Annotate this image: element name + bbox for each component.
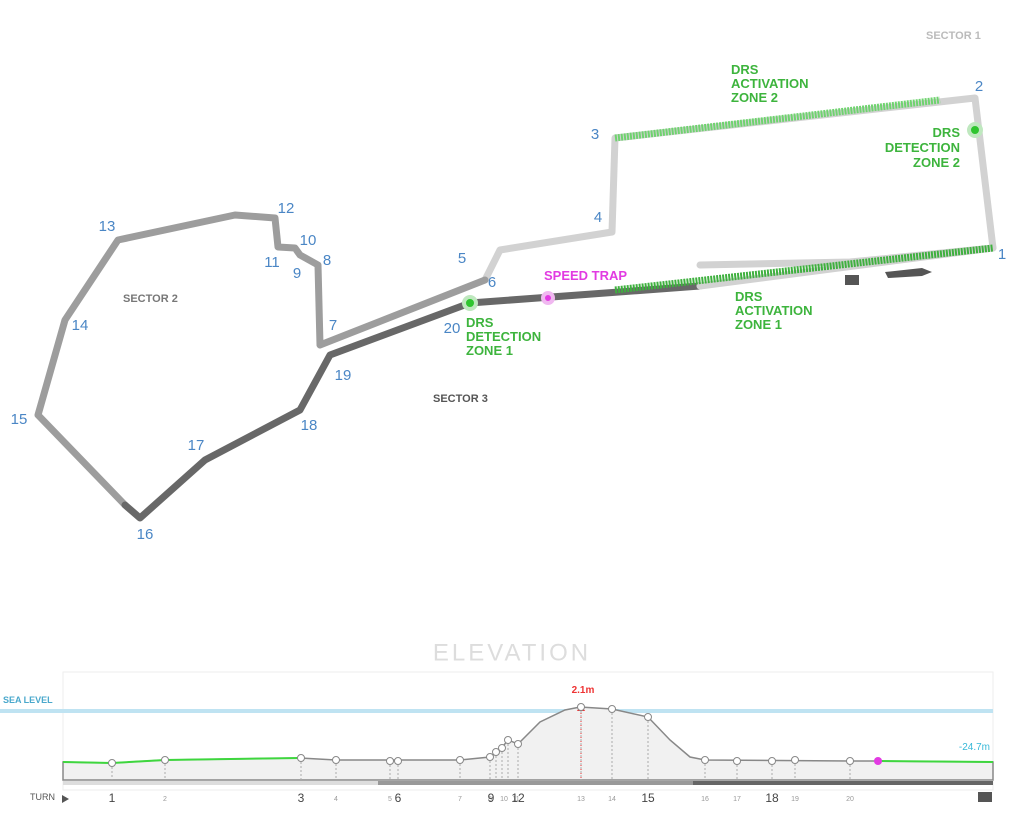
turn-point: [386, 757, 394, 765]
turn-axis-number: 1: [109, 791, 116, 805]
turn-number: 10: [300, 232, 317, 249]
min-label: -24.7m: [959, 742, 990, 753]
turn-point: [332, 756, 340, 764]
sector-bar: [63, 781, 378, 785]
turn-point: [394, 757, 402, 765]
drs-detection-point: [967, 122, 983, 138]
turn-axis-number: 4: [334, 796, 338, 803]
turn-point: [791, 756, 799, 764]
finish-flag: [978, 792, 992, 802]
turn-axis-number: 16: [701, 796, 709, 803]
turn-number: 6: [488, 274, 496, 291]
turn-point: [456, 756, 464, 764]
turn-number: 20: [444, 320, 461, 337]
turn-axis-number: 9: [488, 791, 495, 805]
turn-axis-number: 11: [512, 796, 519, 803]
turn-axis-number: 3: [298, 791, 305, 805]
turn-axis-number: 12: [511, 791, 525, 805]
drs-elevation: [62, 757, 301, 765]
turn-point: [733, 757, 741, 765]
drs-zone-1: [614, 244, 994, 294]
turn-number: 19: [335, 367, 352, 384]
turn-axis-number: 2: [163, 796, 167, 803]
speed-trap-label: SPEED TRAP: [544, 268, 627, 283]
drs-label: DRS DETECTION ZONE 2: [885, 125, 960, 170]
turn-number: 4: [594, 209, 602, 226]
turn-point: [577, 703, 585, 711]
turn-axis-number: 17: [733, 796, 741, 803]
car-icon: [885, 268, 932, 278]
drs-label: DRS ACTIVATION ZONE 2: [731, 62, 809, 105]
drs-label: DRS ACTIVATION ZONE 1: [735, 289, 813, 332]
speed-trap-point: [874, 757, 882, 765]
turn-point: [108, 759, 116, 767]
arrow: [62, 795, 69, 803]
turn-point: [498, 744, 506, 752]
turn-point: [514, 740, 522, 748]
turn-number: 9: [293, 265, 301, 282]
turn-number: 16: [137, 526, 154, 543]
finish-flag: [845, 275, 859, 285]
track-sector-3: [121, 282, 704, 522]
turn-point: [161, 756, 169, 764]
turn-point: [644, 713, 652, 721]
sector-bar: [693, 781, 993, 785]
turn-point: [492, 748, 500, 756]
turn-point: [504, 736, 512, 744]
turn-axis-number: 13: [577, 796, 585, 803]
sector-label: SECTOR 2: [123, 293, 178, 305]
turn-axis-number: 18: [765, 791, 779, 805]
turn-axis-number: 14: [608, 796, 616, 803]
drs-detection-point: [462, 295, 478, 311]
turn-number: 2: [975, 78, 983, 95]
turn-point: [768, 757, 776, 765]
speed-trap-point: [541, 291, 555, 305]
turn-number: 3: [591, 126, 599, 143]
turn-point: [608, 705, 616, 713]
turn-number: 15: [11, 411, 28, 428]
turn-number: 17: [188, 437, 205, 454]
turn-axis-number: 20: [846, 796, 854, 803]
sector-bar: [378, 781, 693, 785]
elevation-title: ELEVATION: [433, 639, 591, 666]
turn-axis-label: TURN: [30, 792, 55, 802]
turn-number: 11: [264, 254, 280, 271]
drs-label: DRS DETECTION ZONE 1: [466, 315, 541, 358]
turn-point: [846, 757, 854, 765]
turn-axis-number: 15: [641, 791, 655, 805]
turn-axis-number: 8: [488, 796, 492, 803]
turn-number: 1: [998, 246, 1006, 263]
turn-axis-number: 6: [395, 791, 402, 805]
turn-axis-number: 19: [791, 796, 799, 803]
sea-level-label: SEA LEVEL: [3, 695, 53, 705]
elevation-profile: [62, 706, 994, 781]
turn-number: 7: [329, 317, 337, 334]
sector-label: SECTOR 1: [926, 30, 981, 42]
turn-axis-number: 10: [500, 796, 508, 803]
turn-number: 5: [458, 250, 466, 267]
drs-zone-2: [614, 96, 941, 142]
turn-point: [701, 756, 709, 764]
elevation-frame: [62, 671, 994, 791]
turn-number: 18: [301, 417, 318, 434]
turn-axis-number: 7: [458, 796, 462, 803]
turn-number: 8: [323, 252, 331, 269]
turn-axis-number: 5: [388, 796, 392, 803]
sector-label: SECTOR 3: [433, 393, 488, 405]
turn-number: 14: [72, 317, 89, 334]
turn-number: 13: [99, 218, 116, 235]
turn-point: [297, 754, 305, 762]
max-label: 2.1m: [572, 685, 595, 696]
track-sector-2: [34, 211, 489, 509]
turn-point: [486, 753, 494, 761]
drs-elevation: [879, 760, 994, 763]
turn-number: 12: [278, 200, 295, 217]
